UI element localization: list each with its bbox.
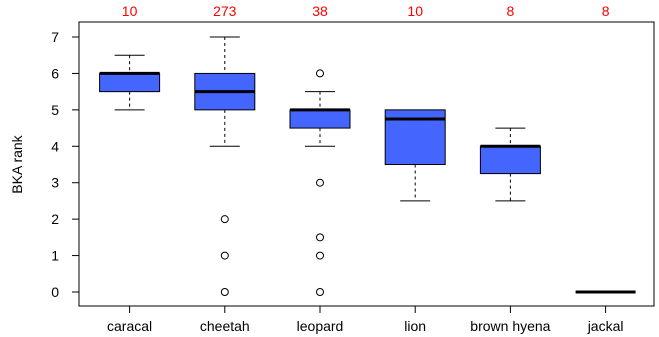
x-tick-label: leopard	[297, 318, 344, 334]
x-axis: caracal cheetah leopard lion brown hyena jack…	[107, 306, 623, 334]
box-group	[479, 127, 541, 202]
box-iqr	[99, 72, 161, 93]
y-axis-title: BKA rank	[9, 134, 25, 193]
box-group	[289, 69, 351, 296]
y-tick-label: 3	[51, 175, 59, 191]
y-tick-label: 5	[51, 102, 59, 118]
outlier-point	[315, 251, 324, 260]
y-axis: 0 1 2 3 4 5 6 7	[51, 29, 79, 300]
outlier-point	[315, 69, 324, 78]
y-tick-label: 2	[51, 211, 59, 227]
box-group	[194, 36, 256, 296]
outlier-point	[315, 178, 324, 187]
box-iqr	[289, 109, 351, 129]
x-tick-label: jackal	[587, 318, 624, 334]
sample-size-label: 8	[506, 3, 514, 19]
sample-size-label: 38	[312, 3, 328, 19]
sample-size-label: 10	[407, 3, 423, 19]
boxplot-series	[99, 36, 636, 296]
y-tick-label: 7	[51, 29, 59, 45]
outlier-point	[220, 288, 229, 296]
y-tick-label: 0	[51, 284, 59, 300]
y-tick-label: 4	[51, 138, 59, 154]
plot-frame	[78, 21, 655, 307]
sample-size-labels: 10 273 38 10 8 8	[122, 3, 610, 19]
sample-size-label: 10	[122, 3, 138, 19]
x-tick-label: lion	[404, 318, 426, 334]
outlier-point	[315, 233, 324, 242]
x-tick-label: caracal	[107, 318, 152, 334]
outlier-point	[315, 288, 324, 296]
outlier-point	[220, 251, 229, 260]
y-tick-label: 1	[51, 248, 59, 264]
box-group	[384, 109, 446, 202]
sample-size-label: 273	[213, 3, 237, 19]
outlier-point	[220, 215, 229, 224]
box-group	[99, 54, 161, 111]
y-tick-label: 6	[51, 65, 59, 81]
sample-size-label: 8	[602, 3, 610, 19]
x-tick-label: brown hyena	[470, 318, 550, 334]
x-tick-label: cheetah	[200, 318, 250, 334]
box-iqr	[479, 145, 541, 175]
